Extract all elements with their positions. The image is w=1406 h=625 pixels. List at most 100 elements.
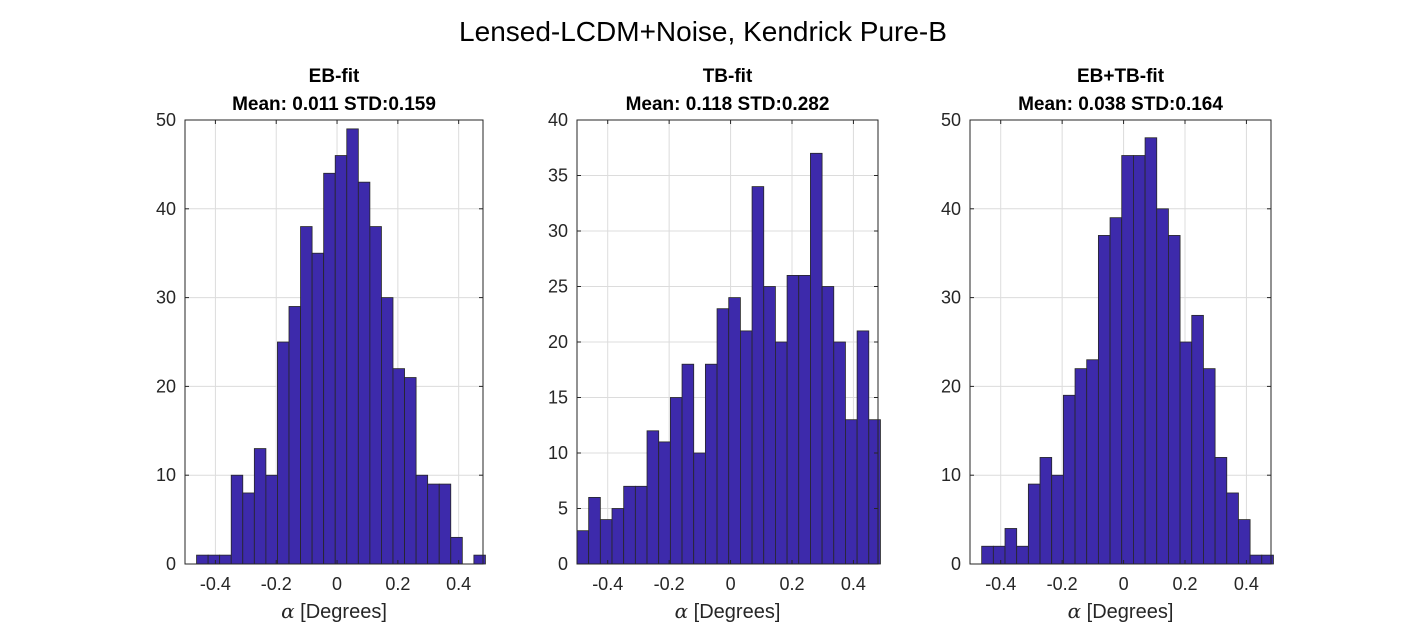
panel-stats: Mean: 0.011 STD:0.159: [232, 94, 436, 115]
histogram-bar: [704, 363, 718, 565]
x-tick-label: 0: [726, 574, 736, 594]
axes-box: [184, 119, 484, 565]
histogram-bar: [1179, 341, 1193, 565]
histogram-bar: [1039, 457, 1053, 565]
histogram-bar: [1086, 359, 1099, 565]
y-tick-label: 30: [156, 288, 176, 308]
histogram-bar: [392, 368, 405, 565]
histogram-bar: [786, 274, 800, 565]
histogram-bar: [450, 536, 463, 565]
histogram-bar: [658, 441, 671, 565]
x-tick-label: 0.2: [385, 574, 410, 594]
y-tick-label: 30: [548, 221, 568, 241]
y-tick-label: 50: [941, 110, 961, 130]
histogram-bar: [1109, 217, 1123, 565]
panel-title: TB-fit: [703, 66, 753, 87]
histogram-bar: [740, 330, 753, 565]
x-tick-label: -0.2: [654, 574, 685, 594]
histogram-bar: [576, 530, 590, 565]
x-axis-label: α [Degrees]: [281, 599, 387, 623]
x-tick-label: 0: [332, 574, 342, 594]
histogram-bar: [1097, 235, 1111, 565]
y-tick-label: 30: [941, 288, 961, 308]
y-tick-label: 20: [941, 376, 961, 396]
axes-box: [969, 119, 1272, 565]
histogram-bar: [763, 286, 776, 565]
histogram-bar: [1191, 314, 1204, 565]
y-tick-label: 25: [548, 277, 568, 297]
histogram-bar: [798, 274, 811, 565]
histogram-bar: [1261, 554, 1274, 565]
y-tick-label: 35: [548, 166, 568, 186]
histogram-bar: [1016, 545, 1029, 565]
x-tick-label: 0.4: [446, 574, 471, 594]
histogram-bar: [716, 308, 730, 565]
x-axis-label-symbol: α: [281, 599, 295, 623]
histogram-bar: [1144, 137, 1158, 565]
histogram-bar: [1051, 474, 1064, 565]
x-axis-label-text: [Degrees]: [295, 601, 387, 623]
x-tick-label: 0.2: [779, 574, 804, 594]
histogram-bar: [300, 226, 313, 565]
histogram-panel-1: EB-fit Mean: 0.011 STD:0.159 -0.4 -0.2 0 0.2 0…: [156, 66, 486, 623]
histogram-bar: [1133, 155, 1146, 565]
y-tick-label: 10: [156, 465, 176, 485]
histogram-bar: [288, 306, 301, 565]
x-axis-label: α [Degrees]: [1068, 599, 1174, 623]
histogram-bar: [1168, 235, 1181, 565]
x-axis-label-text: [Degrees]: [688, 601, 780, 623]
x-tick-label: 0.4: [1234, 574, 1259, 594]
histogram-bar: [599, 519, 613, 565]
x-tick-label: -0.2: [1047, 574, 1078, 594]
histogram-bar: [1156, 208, 1169, 565]
histogram-bar: [845, 419, 858, 565]
panels: EB-fit Mean: 0.011 STD:0.159 -0.4 -0.2 0 0.2 0…: [156, 66, 1274, 623]
histogram-bar: [981, 545, 994, 565]
histogram-bar: [821, 286, 835, 565]
histogram-bar: [588, 496, 601, 565]
y-tick-label: 20: [548, 332, 568, 352]
histogram-bar: [868, 419, 881, 565]
x-axis-label-symbol: α: [675, 599, 689, 623]
x-axis-label-symbol: α: [1068, 599, 1082, 623]
histogram-bar: [1249, 554, 1263, 565]
x-tick-label: 0.2: [1172, 574, 1197, 594]
histogram-panel-2: TB-fit Mean: 0.118 STD:0.282 -0.4 -0.2 0 0.2 0…: [548, 66, 881, 623]
histogram-bar: [856, 330, 870, 565]
histogram-bar: [810, 152, 823, 565]
y-tick-label: 0: [166, 554, 176, 574]
y-tick-label: 40: [548, 110, 568, 130]
x-tick-label: 0: [1119, 574, 1129, 594]
histogram-bar: [357, 181, 371, 565]
histogram-bar: [253, 448, 267, 565]
histogram-bar: [277, 341, 290, 565]
y-tick-label: 40: [941, 199, 961, 219]
histogram-bar: [1203, 368, 1216, 565]
histogram-bar: [207, 554, 221, 565]
histogram-bar: [230, 474, 244, 565]
histogram-bar: [369, 226, 382, 565]
histogram-bar: [323, 172, 336, 565]
histogram-bar: [1027, 483, 1041, 565]
histogram-bar: [1214, 457, 1228, 565]
y-tick-label: 0: [951, 554, 961, 574]
histogram-bar: [992, 545, 1006, 565]
histogram-bar: [415, 474, 429, 565]
histogram-bar: [242, 492, 255, 565]
histogram-bar: [1238, 519, 1251, 565]
histogram-bar: [265, 474, 278, 565]
y-tick-label: 20: [156, 376, 176, 396]
histogram-bar: [728, 297, 741, 565]
histogram-bar: [775, 341, 788, 565]
histogram-bar: [1004, 528, 1018, 565]
y-tick-label: 0: [558, 554, 568, 574]
y-tick-label: 10: [548, 443, 568, 463]
histogram-bar: [646, 430, 660, 565]
histogram-bar: [634, 485, 648, 565]
y-tick-label: 10: [941, 465, 961, 485]
x-axis-label-text: [Degrees]: [1081, 601, 1173, 623]
y-tick-label: 5: [558, 499, 568, 519]
histogram-bar: [381, 297, 394, 565]
panel-stats: Mean: 0.038 STD:0.164: [1018, 94, 1223, 115]
